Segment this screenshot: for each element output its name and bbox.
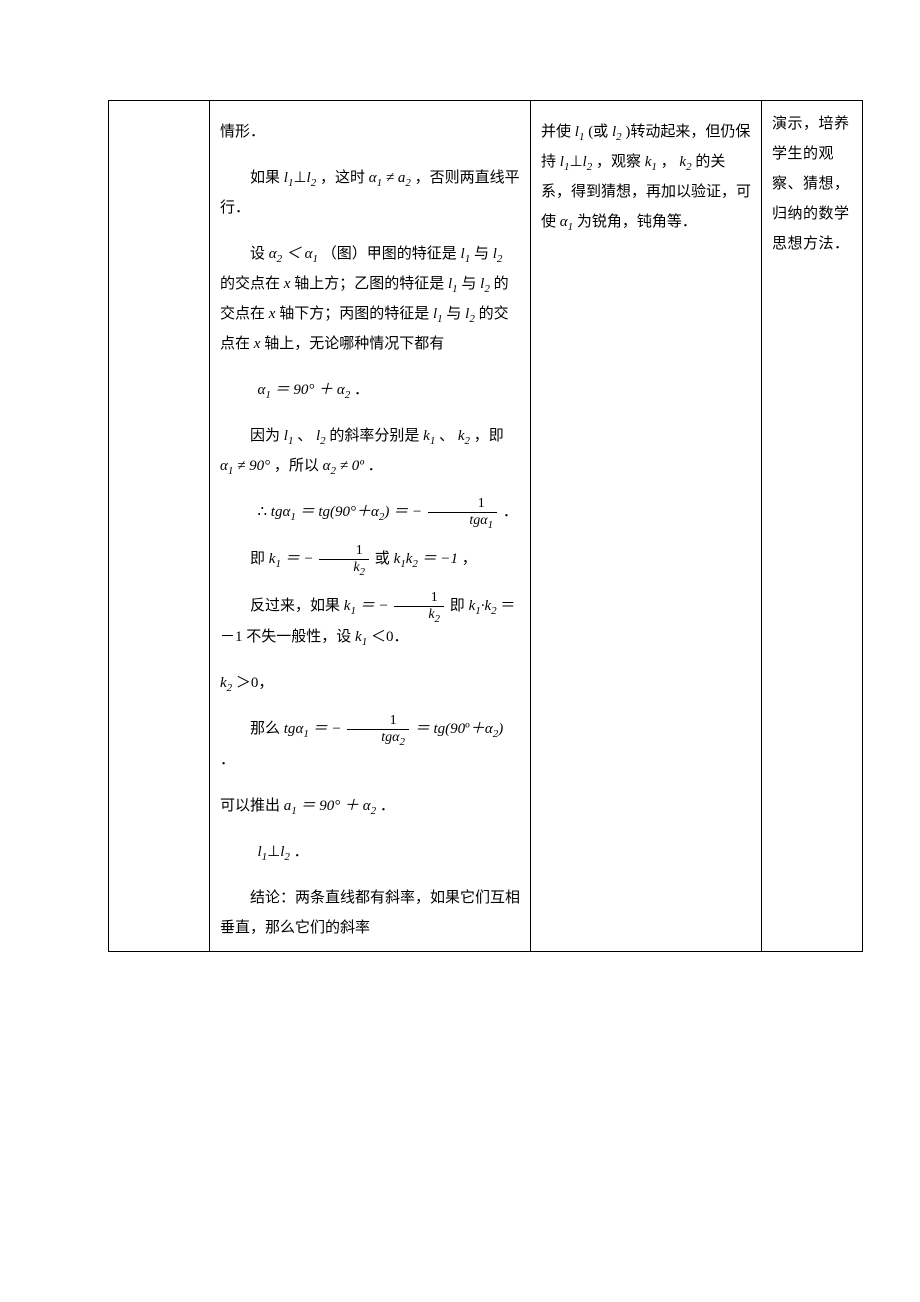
column-2-content: 情形． 如果 l1⊥l2 ，这时 α1 ≠ a2 ，否则两直线平行． 设 α2 … xyxy=(210,101,531,952)
lesson-table: 情形． 如果 l1⊥l2 ，这时 α1 ≠ a2 ，否则两直线平行． 设 α2 … xyxy=(108,100,863,952)
lt: ＜ xyxy=(286,246,301,262)
c2-eq3: 即 k1 ＝ − 1 k2 或 k1k2 ＝ −1 ， xyxy=(220,544,520,575)
a2: α2 xyxy=(269,246,282,262)
fraction: 1 k2 xyxy=(319,544,369,575)
c4-text: 演示，培养学生的观察、猜想，归纳的数学思想方法． xyxy=(772,109,852,259)
c2-p4: 因为 l1 、 l2 的斜率分别是 k1 、 k2 ，即 α1 ≠ 90° ，所… xyxy=(220,421,520,481)
c2-p8: k2 ＞0， xyxy=(220,668,520,698)
column-1 xyxy=(109,101,210,952)
a2: a2 xyxy=(398,170,411,186)
fraction: 1 k2 xyxy=(394,591,444,622)
c2-p10: 可以推出 a1 ＝ 90° ＋ α2 ． xyxy=(220,791,520,821)
fraction: 1 tgα1 xyxy=(428,497,497,528)
a1: α1 xyxy=(369,170,382,186)
l2: l2 xyxy=(307,170,317,186)
neq: ≠ xyxy=(386,170,394,186)
c2-p1: 如果 l1⊥l2 ，这时 α1 ≠ a2 ，否则两直线平行． xyxy=(220,163,520,223)
column-3-activity: 并使 l1 (或 l2 )转动起来，但仍保持 l1⊥l2 ，观察 k1 ， k2… xyxy=(531,101,762,952)
c2-p11: l1⊥l2 ． xyxy=(220,837,520,867)
c2-p0: 情形． xyxy=(220,117,520,147)
c2-eq4: 那么 tgα1 ＝ − 1 tgα2 ＝ tg(90º＋α2) ． xyxy=(220,714,520,775)
t: 设 xyxy=(250,246,265,262)
c2-eq1: α1 ＝ 90° ＋ α2 ． xyxy=(220,375,520,405)
a1: α1 xyxy=(305,246,318,262)
fraction: 1 tgα2 xyxy=(347,714,409,745)
page: 情形． 如果 l1⊥l2 ，这时 α1 ≠ a2 ，否则两直线平行． 设 α2 … xyxy=(0,0,920,1032)
c2-p12: 结论：两条直线都有斜率，如果它们互相垂直，那么它们的斜率 xyxy=(220,883,520,943)
c2-eq2: ∴ tgα1 ＝ tg(90°＋α2) ＝ − 1 tgα1 ． xyxy=(220,497,520,528)
perp: ⊥ xyxy=(293,170,306,186)
t: ，这时 xyxy=(320,170,365,186)
column-4-intent: 演示，培养学生的观察、猜想，归纳的数学思想方法． xyxy=(762,101,863,952)
l1: l1 xyxy=(284,170,294,186)
c2-p2: 设 α2 ＜ α1 （图）甲图的特征是 l1 与 l2 的交点在 x 轴上方；乙… xyxy=(220,239,520,359)
c2-p7: 反过来，如果 k1 ＝ − 1 k2 即 k1·k2 ＝－1 不失一般性，设 k… xyxy=(220,591,520,652)
t: 如果 xyxy=(250,170,284,186)
c3-p1: 并使 l1 (或 l2 )转动起来，但仍保持 l1⊥l2 ，观察 k1 ， k2… xyxy=(541,117,751,237)
